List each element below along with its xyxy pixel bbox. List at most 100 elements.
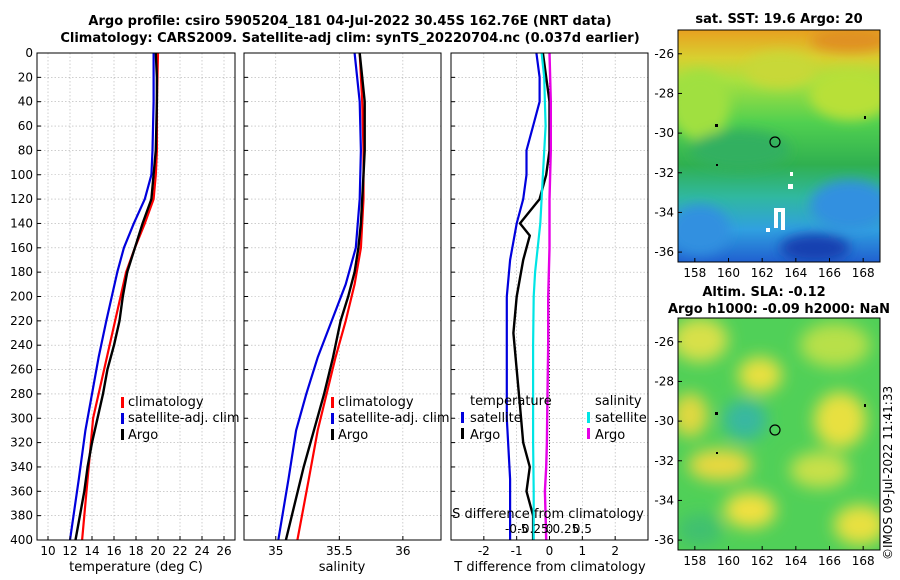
legend-label-t-satellite: satellite xyxy=(470,411,522,426)
legend-label-s-argo: Argo xyxy=(595,428,625,443)
salinity-lines xyxy=(277,53,366,540)
map-x-tick-label: 166 xyxy=(818,266,841,280)
sla-patch xyxy=(723,400,767,440)
legend-header-temperature: temperature xyxy=(470,394,552,409)
sla-patch xyxy=(678,318,728,362)
legend-swatch-satellite xyxy=(331,413,334,424)
s-tick-label: 0.25 xyxy=(553,522,580,536)
map-x-tick-label: 164 xyxy=(784,266,807,280)
y-tick-label: 160 xyxy=(10,241,33,255)
argo-location-marker xyxy=(769,136,781,148)
series-line-temperature-satellite xyxy=(505,53,541,540)
map-y-tick-label: -34 xyxy=(654,205,674,219)
legend-label-climatology: climatology xyxy=(128,395,204,410)
x-tick-label: 18 xyxy=(128,544,143,558)
legend-label-satellite: satellite-adj. clim xyxy=(128,411,240,426)
legend-label-t-argo: Argo xyxy=(470,428,500,443)
legend-swatch-argo xyxy=(331,429,334,440)
x-tick-label: -1 xyxy=(511,544,523,558)
difference-ticks: -2 -1 0 1 2 xyxy=(451,52,619,558)
sla-patch xyxy=(738,357,782,393)
series-line-satellite-adj-clim xyxy=(68,53,155,540)
y-tick-label: 120 xyxy=(10,192,33,206)
y-tick-label: 140 xyxy=(10,216,33,230)
s-tick-label: -0.5 xyxy=(505,522,528,536)
sst-patch xyxy=(780,234,850,262)
legend-label-satellite: satellite-adj. clim xyxy=(338,411,450,426)
salinity-ticks: 35 35.5 36 xyxy=(244,52,411,558)
map-x-tick-label: 164 xyxy=(784,554,807,568)
sst-patch xyxy=(810,30,880,52)
sst-patch xyxy=(745,52,815,88)
sst-cloud-pixel xyxy=(790,172,793,176)
sst-map-title: sat. SST: 19.6 Argo: 20 xyxy=(695,12,862,27)
x-tick-label: -2 xyxy=(478,544,490,558)
sst-map: sat. SST: 19.6 Argo: 20 xyxy=(654,12,881,280)
y-tick-label: 220 xyxy=(10,314,33,328)
map-x-tick-label: 158 xyxy=(683,554,706,568)
legend-swatch-climatology xyxy=(331,397,334,408)
sla-patch xyxy=(688,449,752,481)
sst-missing-pixels xyxy=(766,172,793,232)
map-y-tick-label: -28 xyxy=(654,374,674,388)
legend-swatch-argo xyxy=(121,429,124,440)
series-line-climatology xyxy=(81,53,160,540)
y-tick-label: 320 xyxy=(10,436,33,450)
island-dot xyxy=(715,124,718,127)
sst-patch xyxy=(810,180,880,230)
difference-legend-temperature: temperature satellite Argo xyxy=(461,394,552,443)
figure-title-line2: Climatology: CARS2009. Satellite-adj cli… xyxy=(60,31,640,46)
x-tick-label: 0 xyxy=(546,544,554,558)
sla-map-title-line1: Altim. SLA: -0.12 xyxy=(702,285,825,300)
series-line-argo xyxy=(284,53,366,540)
map-x-tick-label: 160 xyxy=(717,554,740,568)
temperature-ticks: 0 20 40 60 80 100 120 140 160 180 200 220 240 260 280 3… xyxy=(10,46,232,558)
temperature-legend: climatology satellite-adj. clim Argo xyxy=(121,395,240,443)
map-x-tick-label: 168 xyxy=(852,554,875,568)
sst-cloud-pixel xyxy=(774,208,778,228)
sst-patch xyxy=(810,70,880,120)
legend-swatch-s-argo xyxy=(587,428,590,439)
sla-map-title-line2: Argo h1000: -0.09 h2000: NaN xyxy=(668,302,890,317)
sst-field xyxy=(678,30,880,262)
series-line-temperature-argo xyxy=(512,53,551,540)
sla-islands xyxy=(715,404,866,454)
legend-swatch-satellite xyxy=(121,413,124,424)
series-line-salinity-satellite xyxy=(531,53,547,540)
sst-cloud-pixel xyxy=(788,184,793,189)
sst-map-frame xyxy=(677,29,881,263)
series-line-argo xyxy=(74,53,159,540)
sla-map-frame xyxy=(677,317,881,551)
map-x-tick-label: 168 xyxy=(852,266,875,280)
map-y-tick-label: -34 xyxy=(654,493,674,507)
sla-map: Altim. SLA: -0.12 Argo h1000: -0.09 h200… xyxy=(654,285,890,568)
island-dot xyxy=(716,452,718,454)
sla-patch xyxy=(814,392,866,448)
sst-islands xyxy=(715,116,866,166)
legend-swatch-s-satellite xyxy=(587,412,590,423)
sla-map-ticks: 158 160 162 164 166 168 -26 -28 -30 -32 -34 -36 xyxy=(654,335,874,568)
x-tick-label: 10 xyxy=(40,544,55,558)
x-tick-label: 14 xyxy=(84,544,99,558)
legend-label-argo: Argo xyxy=(338,428,368,443)
sst-cloud-pixel xyxy=(781,208,785,230)
y-tick-label: 300 xyxy=(10,411,33,425)
sla-patch xyxy=(800,323,870,367)
legend-swatch-climatology xyxy=(121,397,124,408)
y-tick-label: 80 xyxy=(18,143,33,157)
series-line-climatology xyxy=(296,53,365,540)
imos-timestamp-watermark: ©IMOS 09-Jul-2022 11:41:33 xyxy=(881,385,895,560)
x-tick-label: 12 xyxy=(62,544,77,558)
map-x-tick-label: 160 xyxy=(717,266,740,280)
temperature-grid xyxy=(37,52,235,541)
legend-label-climatology: climatology xyxy=(338,395,414,410)
temperature-xlabel: temperature (deg C) xyxy=(69,560,203,575)
map-y-tick-label: -36 xyxy=(654,245,674,259)
figure-title-line1: Argo profile: csiro 5905204_181 04-Jul-2… xyxy=(88,14,612,29)
legend-header-salinity: salinity xyxy=(595,394,642,409)
sla-patch xyxy=(678,514,722,546)
y-tick-label: 40 xyxy=(18,95,33,109)
x-tick-label: 22 xyxy=(172,544,187,558)
x-tick-label: 2 xyxy=(611,544,619,558)
